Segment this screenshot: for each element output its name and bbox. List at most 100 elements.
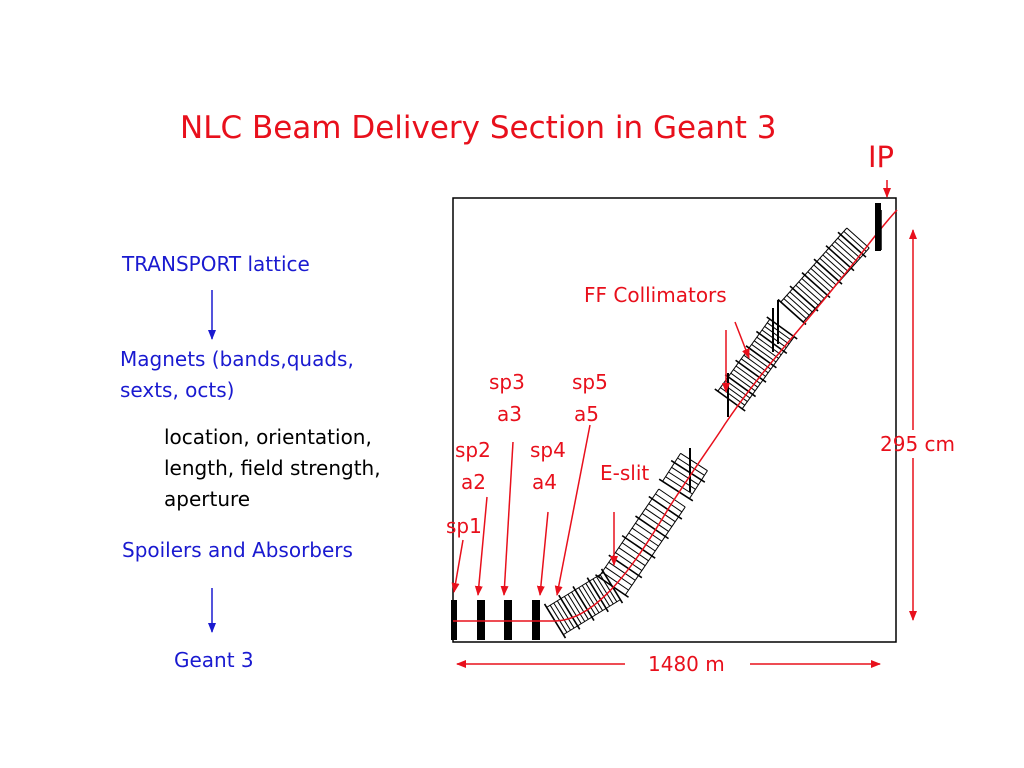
magnet-element (813, 264, 837, 286)
magnet-element (756, 336, 782, 356)
spoilers-absorbers-label: Spoilers and Absorbers (122, 538, 353, 562)
sp4-label: sp4 (530, 438, 566, 462)
sp5-label: sp5 (572, 370, 608, 394)
magnet-element (825, 245, 855, 272)
magnet-element (564, 596, 582, 624)
magnet-element (631, 527, 659, 547)
magnet-element (837, 237, 861, 259)
magnet-element (801, 278, 825, 299)
magnet-element (746, 351, 772, 370)
magnet-element (586, 577, 609, 613)
magnet-element (585, 583, 603, 611)
sp1-arrow (451, 539, 464, 593)
magnet-element (751, 344, 777, 363)
magnet-element (567, 593, 586, 622)
magnet-element (615, 552, 643, 571)
magnet-element (670, 459, 706, 483)
magnet-element (822, 254, 846, 276)
magnet-element (658, 488, 686, 508)
a3-label: a3 (497, 402, 522, 426)
plot-frame (452, 197, 897, 643)
sp2-label: sp2 (455, 438, 491, 462)
magnet-element (635, 515, 669, 540)
vertical-dimension-label: 295 cm (880, 432, 956, 456)
magnet-element (553, 602, 571, 631)
magnet-element (618, 547, 646, 567)
magnet-element (572, 586, 595, 621)
magnet-element (655, 493, 683, 513)
magnet-element (735, 359, 767, 383)
magnet-element (825, 251, 849, 272)
magnet-element (621, 534, 656, 559)
magnet-element (819, 257, 843, 279)
spoiler-block-sp3 (504, 600, 512, 640)
sp4-arrow (536, 511, 549, 596)
magnet-element (783, 298, 807, 319)
magnet-element (745, 345, 777, 369)
magnet-element (789, 291, 813, 313)
magnet-element (581, 585, 600, 614)
transport-lattice-label: TRANSPORT lattice (122, 252, 310, 276)
magnet-element (766, 316, 798, 340)
ip-label: IP (868, 140, 895, 174)
magnet-element (834, 241, 858, 262)
slide-title: NLC Beam Delivery Section in Geant 3 (180, 110, 777, 146)
magnet-element (596, 576, 614, 605)
geant3-label: Geant 3 (174, 648, 254, 672)
magnet-element (595, 574, 629, 598)
ff-collimator-arrow-2 (734, 321, 750, 359)
magnet-element (795, 284, 819, 306)
spoiler-blocks (451, 600, 540, 640)
magnet-details-text: location, orientation, length, field str… (164, 425, 381, 511)
magnet-element (810, 268, 834, 289)
magnet-element (789, 285, 819, 312)
magnet-element (605, 566, 633, 586)
magnet-element (766, 322, 792, 341)
a2-label: a2 (461, 470, 486, 494)
magnet-element (846, 227, 870, 249)
magnet-element (592, 578, 611, 607)
ip-block (875, 203, 881, 251)
magnet-element (843, 231, 867, 252)
magnet-element (665, 476, 693, 495)
magnet-element (556, 600, 575, 629)
spoiler-block-sp2 (477, 600, 485, 640)
a5-label: a5 (574, 402, 599, 426)
magnet-element (601, 571, 629, 591)
sp3-arrow (500, 441, 514, 596)
magnet-element (777, 298, 807, 326)
magnet-element (558, 594, 581, 630)
magnet-element (648, 495, 683, 520)
ff-collimators-label: FF Collimators (584, 283, 727, 307)
beam-trajectory (453, 209, 898, 622)
magnet-element (807, 271, 831, 293)
magnet-element (645, 508, 673, 527)
magnet-element (641, 513, 669, 532)
magnet-element (549, 604, 568, 633)
magnet-element (764, 326, 790, 345)
magnet-element (831, 244, 855, 266)
magnet-element (813, 258, 843, 285)
horizontal-dimension-label: 1480 m (648, 652, 725, 676)
spoiler-block-sp1 (451, 600, 457, 640)
magnet-element (628, 532, 656, 552)
magnet-element (786, 294, 810, 316)
magnet-element (571, 591, 589, 620)
magnet-element (671, 466, 699, 486)
magnet-element (635, 522, 663, 542)
sp1-label: sp1 (446, 514, 482, 538)
sp5-arrow (554, 424, 591, 596)
magnet-element (761, 329, 787, 348)
magnet-element (578, 587, 596, 616)
annotation-arrows (451, 180, 917, 668)
magnet-element (801, 272, 831, 299)
magnet-element (621, 542, 649, 562)
sp3-label: sp3 (489, 370, 525, 394)
magnet-element (798, 281, 822, 303)
magnet-element (680, 452, 708, 472)
sp2-arrow (474, 496, 488, 596)
magnet-element (658, 478, 694, 502)
magnet-element (753, 340, 779, 359)
a4-label: a4 (532, 470, 557, 494)
